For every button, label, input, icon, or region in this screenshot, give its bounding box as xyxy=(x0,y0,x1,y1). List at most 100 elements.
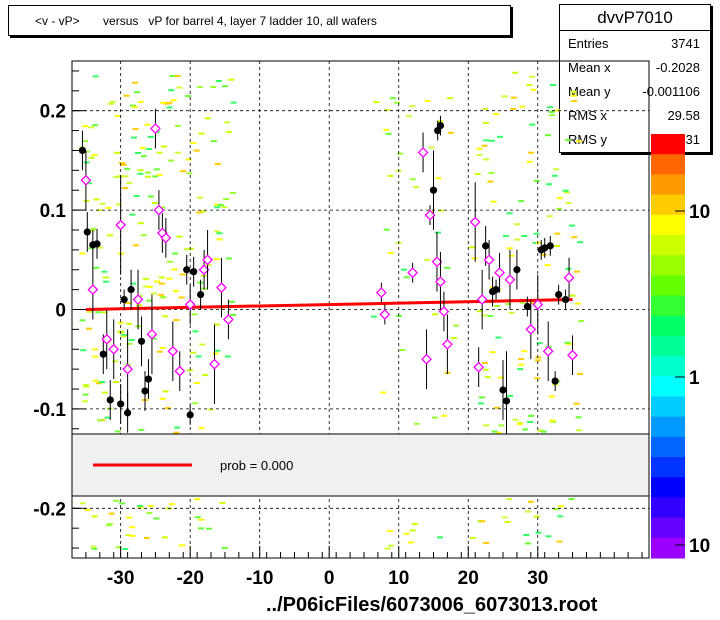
colorbar-label: 10 xyxy=(689,536,710,557)
open-diamond-point xyxy=(122,363,134,375)
profile-point xyxy=(144,375,153,383)
density-bin xyxy=(185,95,191,98)
density-bin xyxy=(151,292,157,295)
density-bin xyxy=(387,530,394,533)
density-bin xyxy=(99,381,106,383)
open-diamond-point xyxy=(146,328,158,340)
density-bin xyxy=(506,247,513,250)
colorbar-segment xyxy=(651,436,685,458)
density-bin xyxy=(508,311,515,314)
density-bin xyxy=(210,140,217,143)
density-bin xyxy=(547,106,554,109)
density-bin xyxy=(546,215,553,218)
density-bin xyxy=(96,382,103,385)
density-bin xyxy=(126,342,133,345)
density-bin xyxy=(214,206,221,209)
colorbar-segment xyxy=(651,214,685,236)
legend-label: prob = 0.000 xyxy=(220,458,293,473)
density-bin xyxy=(197,196,203,199)
density-bin xyxy=(138,428,145,431)
open-diamond-point xyxy=(209,358,220,370)
density-bin xyxy=(196,86,203,89)
open-diamond-point xyxy=(132,294,144,305)
open-diamond-point xyxy=(441,338,453,350)
density-bin xyxy=(91,547,98,550)
density-bin xyxy=(482,361,488,364)
density-bin xyxy=(569,224,576,227)
density-bin xyxy=(132,81,138,84)
density-bin xyxy=(213,203,220,206)
stats-label: Mean y xyxy=(568,84,611,99)
density-bin xyxy=(562,189,569,192)
colorbar-segment xyxy=(651,194,685,216)
density-bin xyxy=(438,209,445,212)
open-diamond-point xyxy=(153,204,165,216)
density-bin xyxy=(230,101,237,104)
colorbar-segment xyxy=(651,537,685,559)
y-tick-label: 0.1 xyxy=(40,201,67,222)
density-bin xyxy=(206,527,212,530)
density-bin xyxy=(501,95,508,98)
density-bin xyxy=(522,428,529,431)
density-bin xyxy=(114,151,121,154)
density-bin xyxy=(158,293,165,296)
profile-point xyxy=(436,122,445,130)
open-diamond-point xyxy=(160,232,172,244)
open-diamond-point xyxy=(469,216,481,228)
density-bin xyxy=(510,107,517,110)
density-bin xyxy=(172,252,179,255)
density-bin xyxy=(132,244,139,247)
density-bin xyxy=(123,94,130,97)
density-bin xyxy=(169,75,176,77)
profile-point xyxy=(197,290,205,299)
open-diamond-point xyxy=(417,147,429,158)
density-bin xyxy=(576,429,582,432)
density-bin xyxy=(570,94,577,97)
density-bin xyxy=(92,379,99,382)
density-bin xyxy=(88,156,95,159)
density-bin xyxy=(508,254,515,257)
density-bin xyxy=(514,223,521,226)
stats-row-rms-x: RMS x 29.58 xyxy=(560,103,710,127)
y-tick-label: -0.1 xyxy=(33,400,66,421)
density-bin xyxy=(176,235,183,238)
density-bin xyxy=(97,246,104,249)
density-bin xyxy=(557,515,564,518)
x-tick-label: 30 xyxy=(527,568,548,589)
density-bin xyxy=(174,75,181,77)
density-bin xyxy=(564,139,571,142)
density-bin xyxy=(518,363,525,366)
open-diamond-point xyxy=(473,361,485,373)
colorbar-label: 10 xyxy=(689,202,710,223)
density-bin xyxy=(512,418,519,421)
density-bin xyxy=(103,280,110,283)
density-bin xyxy=(385,132,392,135)
density-bin xyxy=(101,270,108,273)
density-bin xyxy=(140,234,147,237)
density-bin xyxy=(483,158,490,161)
density-bin xyxy=(219,501,226,504)
profile-point xyxy=(499,386,507,394)
open-diamond-point xyxy=(407,267,419,279)
density-bin xyxy=(502,234,509,237)
density-bin xyxy=(173,431,180,434)
density-bin xyxy=(413,422,420,425)
density-bin xyxy=(186,369,193,372)
density-bin xyxy=(91,515,98,518)
open-diamond-point xyxy=(379,309,391,320)
density-bin xyxy=(545,535,552,538)
colorbar-label: 1 xyxy=(689,368,700,389)
density-bin xyxy=(553,508,560,511)
x-tick-label: -30 xyxy=(107,568,134,589)
density-bin xyxy=(437,536,443,539)
density-bin xyxy=(199,343,206,346)
open-diamond-point xyxy=(435,276,446,288)
density-bin xyxy=(170,99,177,102)
density-bin xyxy=(130,282,137,285)
density-bin xyxy=(179,273,186,276)
colorbar-segment xyxy=(651,497,685,519)
density-bin xyxy=(498,376,505,379)
density-bin xyxy=(90,227,97,230)
density-bin xyxy=(115,546,122,549)
density-bin xyxy=(113,499,120,502)
